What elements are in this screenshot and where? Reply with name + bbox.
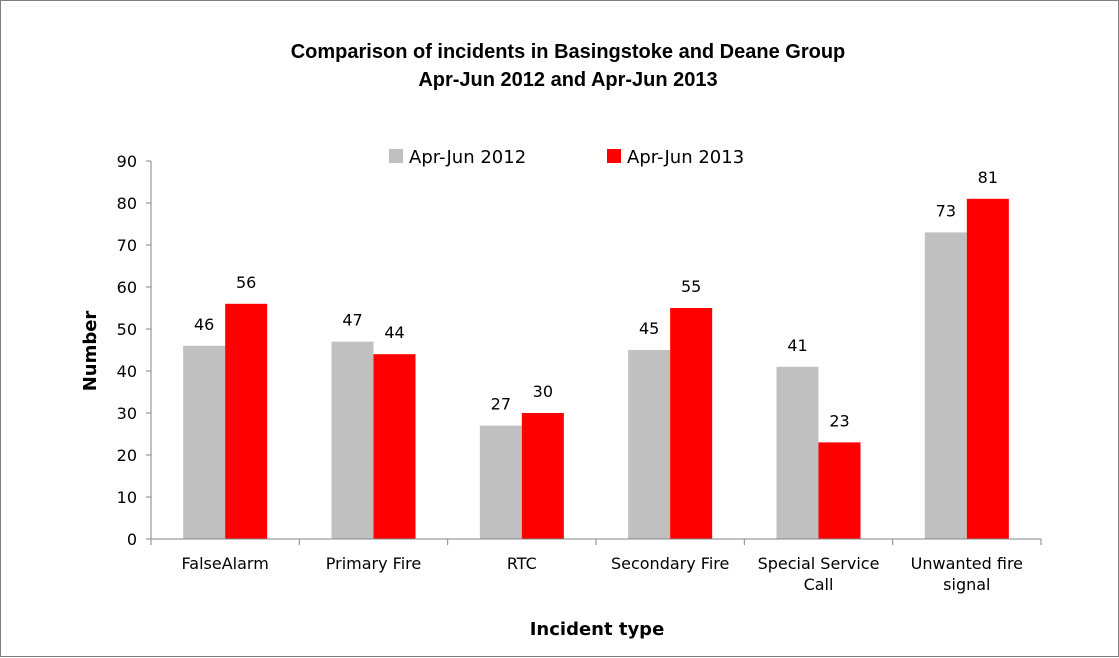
x-axis: FalseAlarm Primary Fire RTC Secondary Fire S… — [150, 538, 1042, 594]
bar-2013 — [670, 308, 713, 539]
bar-2013 — [966, 198, 1009, 540]
data-label: 46 — [194, 315, 214, 334]
y-tick-label: 10 — [117, 488, 137, 507]
data-label: 30 — [533, 382, 553, 401]
x-category-label: RTC — [507, 554, 537, 573]
y-tick-label: 80 — [117, 194, 137, 213]
data-label: 47 — [342, 311, 362, 330]
legend: Apr-Jun 2012 Apr-Jun 2013 — [389, 147, 744, 168]
x-category-label: Primary Fire — [326, 554, 421, 573]
bar-2012 — [628, 350, 671, 539]
bar-2012 — [924, 232, 967, 539]
bar-2013 — [521, 413, 564, 539]
legend-swatch — [389, 149, 403, 163]
x-axis-title: Incident type — [530, 619, 665, 640]
data-label: 55 — [681, 277, 701, 296]
data-label: 81 — [978, 168, 998, 187]
chart-title: Comparison of incidents in Basingstoke a… — [291, 41, 846, 91]
legend-label: Apr-Jun 2012 — [409, 147, 526, 168]
x-category-label: signal — [943, 575, 990, 594]
data-labels: 46 56 47 44 27 30 45 55 41 23 73 81 — [194, 168, 998, 431]
y-axis-title: Number — [80, 311, 101, 392]
y-tick-label: 30 — [117, 404, 137, 423]
chart-title-line: Comparison of incidents in Basingstoke a… — [291, 41, 846, 63]
data-label: 41 — [787, 336, 807, 355]
legend-swatch — [607, 149, 621, 163]
y-tick-label: 60 — [117, 278, 137, 297]
x-category-label: Special Service — [758, 554, 880, 573]
x-category-label: Unwanted fire — [911, 554, 1023, 573]
y-tick-label: 20 — [117, 446, 137, 465]
bar-2013 — [818, 442, 861, 539]
bar-2013 — [225, 303, 268, 539]
y-tick-label: 40 — [117, 362, 137, 381]
x-category-label: Secondary Fire — [611, 554, 729, 573]
y-tick-label: 0 — [127, 530, 137, 549]
legend-label: Apr-Jun 2013 — [627, 147, 744, 168]
y-tick-label: 50 — [117, 320, 137, 339]
chart-title-line: Apr-Jun 2012 and Apr-Jun 2013 — [418, 69, 717, 91]
bar-2012 — [183, 345, 226, 539]
data-label: 44 — [384, 323, 404, 342]
x-category-label: FalseAlarm — [182, 554, 269, 573]
y-axis: 0 10 20 30 40 50 60 70 80 90 — [117, 152, 152, 549]
data-label: 73 — [936, 201, 956, 220]
bar-2012 — [479, 425, 522, 539]
bars — [183, 198, 1009, 540]
y-tick-label: 70 — [117, 236, 137, 255]
data-label: 27 — [491, 395, 511, 414]
bar-2012 — [331, 341, 374, 539]
data-label: 45 — [639, 319, 659, 338]
x-category-label: Call — [804, 575, 834, 594]
bar-2012 — [776, 366, 819, 539]
data-label: 56 — [236, 273, 256, 292]
y-tick-label: 90 — [117, 152, 137, 171]
data-label: 23 — [829, 411, 849, 430]
bar-2013 — [373, 354, 416, 539]
